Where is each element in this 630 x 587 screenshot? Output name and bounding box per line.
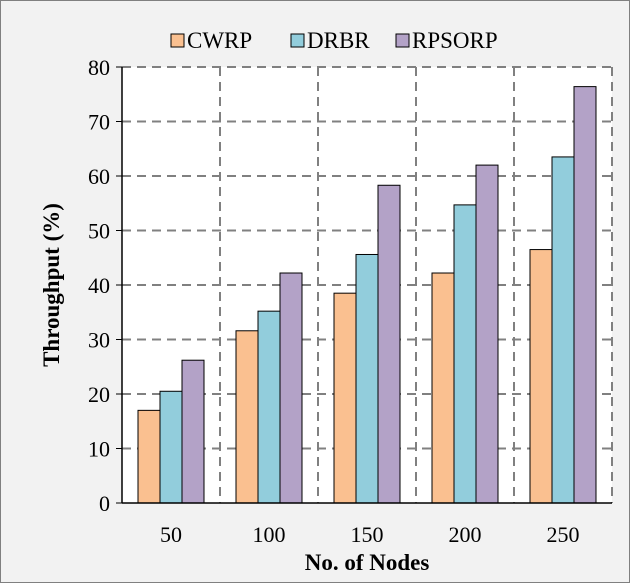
- bars: [137, 86, 597, 504]
- bar-rpsorp-250: [573, 86, 597, 504]
- legend-swatch-cwrp: [170, 33, 185, 48]
- bar-rpsorp-50: [181, 359, 205, 504]
- y-tick-label: 10: [88, 437, 110, 462]
- legend-label-cwrp: CWRP: [187, 28, 252, 53]
- y-tick-label: 30: [88, 328, 110, 353]
- bar-rpsorp-100: [279, 272, 303, 504]
- y-tick-label: 80: [88, 55, 110, 80]
- bar-drbr-200: [453, 204, 477, 504]
- x-tick-label: 50: [160, 522, 182, 547]
- y-tick-label: 50: [88, 219, 110, 244]
- y-tick-labels: 0 10 20 30 40 50 60 70 80: [88, 55, 110, 516]
- y-tick-label: 70: [88, 110, 110, 135]
- bar-drbr-250: [551, 156, 575, 504]
- bar-cwrp-200: [431, 272, 455, 504]
- bar-drbr-150: [355, 253, 379, 504]
- x-tick-label: 150: [351, 522, 384, 547]
- y-tick-label: 20: [88, 382, 110, 407]
- legend-swatch-rpsorp: [395, 33, 410, 48]
- bar-rpsorp-150: [377, 184, 401, 504]
- axes: [116, 66, 612, 504]
- bar-drbr-100: [257, 310, 281, 504]
- y-tick-label: 0: [99, 491, 110, 516]
- y-tick-label: 60: [88, 164, 110, 189]
- y-axis-title: Throughput (%): [39, 203, 64, 367]
- bar-cwrp-150: [333, 292, 357, 504]
- legend-swatch-drbr: [290, 33, 305, 48]
- x-tick-label: 200: [449, 522, 482, 547]
- bar-cwrp-100: [235, 330, 259, 504]
- legend-label-rpsorp: RPSORP: [412, 28, 498, 53]
- x-tick-labels: 50 100 150 200 250: [160, 522, 580, 547]
- bar-cwrp-250: [529, 249, 553, 504]
- x-tick-label: 100: [253, 522, 286, 547]
- bar-cwrp-50: [137, 409, 161, 504]
- bar-rpsorp-200: [475, 164, 499, 504]
- x-tick-label: 250: [547, 522, 580, 547]
- x-axis-title: No. of Nodes: [305, 550, 430, 575]
- bar-drbr-50: [159, 390, 183, 504]
- y-tick-label: 40: [88, 273, 110, 298]
- legend: CWRP DRBR RPSORP: [170, 28, 498, 53]
- legend-label-drbr: DRBR: [307, 28, 370, 53]
